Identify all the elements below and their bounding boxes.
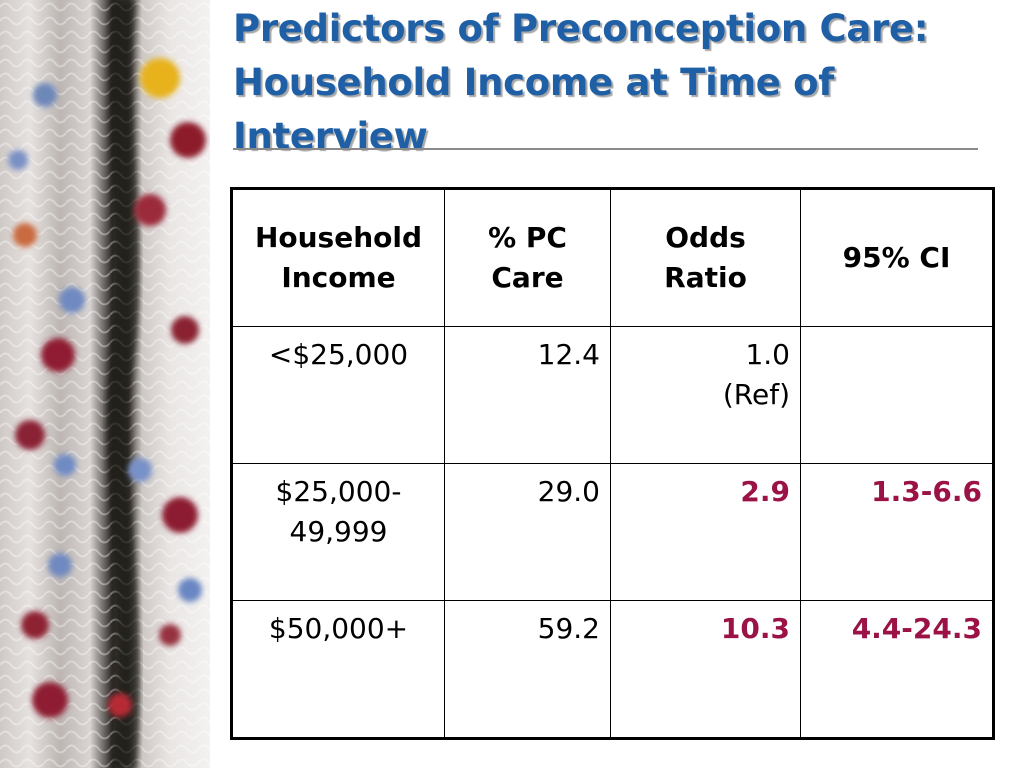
cell-ci-significant: 1.3-6.6	[800, 463, 994, 601]
cell-pc-care: 29.0	[444, 463, 611, 601]
table-header-row: Household Income % PC Care Odds Ratio 95…	[231, 188, 994, 327]
table-row: $25,000- 49,999 29.0 2.9 1.3-6.6	[231, 463, 994, 601]
header-household-income: Household Income	[231, 188, 445, 327]
cell-odds-ratio-significant: 2.9	[610, 463, 801, 601]
cell-income: <$25,000	[231, 326, 445, 464]
header-odds-ratio: Odds Ratio	[610, 188, 801, 327]
flower-glass-pattern	[0, 0, 210, 768]
cell-odds-ratio: 1.0 (Ref)	[610, 326, 801, 464]
cell-ci	[800, 326, 994, 464]
cell-pc-care: 12.4	[444, 326, 611, 464]
cell-pc-care: 59.2	[444, 600, 611, 739]
table-row: <$25,000 12.4 1.0 (Ref)	[231, 326, 994, 464]
cell-income: $25,000- 49,999	[231, 463, 445, 601]
slide-title: Predictors of Preconception Care: Househ…	[233, 7, 929, 158]
income-odds-table: Household Income % PC Care Odds Ratio 95…	[230, 187, 995, 740]
header-pc-care: % PC Care	[444, 188, 611, 327]
cell-odds-ratio-significant: 10.3	[610, 600, 801, 739]
title-underline-divider	[233, 148, 978, 150]
cell-income: $50,000+	[231, 600, 445, 739]
decorative-flower-strip	[0, 0, 210, 768]
header-95-ci: 95% CI	[800, 188, 994, 327]
table-row: $50,000+ 59.2 10.3 4.4-24.3	[231, 600, 994, 739]
cell-ci-significant: 4.4-24.3	[800, 600, 994, 739]
